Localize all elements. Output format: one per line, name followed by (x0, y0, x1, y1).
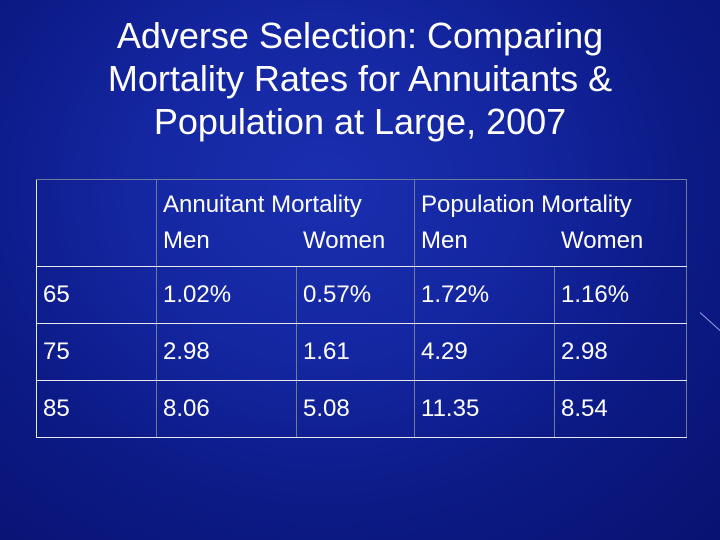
mortality-table: Annuitant Mortality Men Women Population… (36, 179, 688, 438)
annuitant-men-cell: 8.06 (156, 380, 297, 438)
slide-title: Adverse Selection: Comparing Mortality R… (0, 14, 720, 143)
population-men-cell: 11.35 (414, 380, 556, 438)
annuitant-women-cell: 1.61 (295, 323, 416, 381)
annuitant-group-label: Annuitant Mortality (163, 191, 362, 218)
annuitant-men-label: Men (163, 227, 210, 254)
annuitant-sub-labels: Men Women (163, 223, 414, 259)
annuitant-men-cell: 2.98 (156, 323, 297, 381)
annuitant-mortality-header: Annuitant Mortality Men Women (155, 179, 416, 267)
population-group-label: Population Mortality (421, 191, 632, 218)
age-cell: 85 (36, 380, 157, 438)
table-row: 75 2.98 1.61 4.29 2.98 (36, 323, 688, 381)
table-corner-cell (36, 179, 157, 267)
population-men-cell: 4.29 (414, 323, 556, 381)
population-men-cell: 1.72% (414, 266, 556, 324)
title-line-1: Adverse Selection: Comparing (116, 15, 604, 56)
population-women-cell: 8.54 (554, 380, 688, 438)
title-line-3: Population at Large, 2007 (153, 101, 567, 142)
age-cell: 75 (36, 323, 157, 381)
population-men-label: Men (421, 227, 468, 254)
population-women-label: Women (561, 227, 644, 254)
annuitant-women-cell: 5.08 (295, 380, 416, 438)
age-cell: 65 (36, 266, 157, 324)
table-row: 85 8.06 5.08 11.35 8.54 (36, 380, 688, 438)
population-women-cell: 1.16% (554, 266, 688, 324)
annuitant-women-cell: 0.57% (295, 266, 416, 324)
table-row: 65 1.02% 0.57% 1.72% 1.16% (36, 266, 688, 324)
population-sub-labels: Men Women (421, 223, 686, 259)
annuitant-men-cell: 1.02% (156, 266, 297, 324)
decorative-line (699, 312, 720, 333)
population-women-cell: 2.98 (554, 323, 688, 381)
annuitant-women-label: Women (303, 227, 386, 254)
title-line-2: Mortality Rates for Annuitants & (107, 58, 613, 99)
population-mortality-header: Population Mortality Men Women (414, 179, 688, 267)
table-header-row: Annuitant Mortality Men Women Population… (36, 179, 688, 267)
